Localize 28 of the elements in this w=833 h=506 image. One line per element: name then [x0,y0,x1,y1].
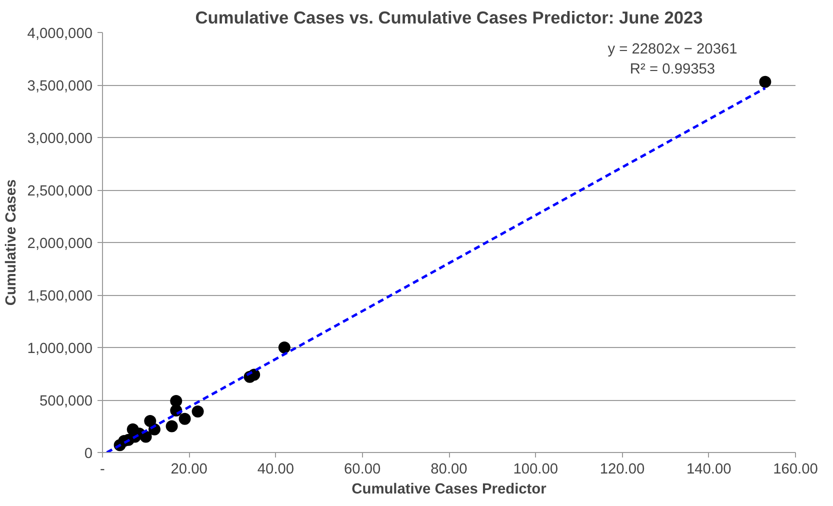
y-tick-label: 1,000,000 [27,341,92,357]
x-tick-label: 80.00 [430,462,468,478]
y-tick-label: 500,000 [40,394,93,410]
x-axis-title: Cumulative Cases Predictor [352,482,547,498]
x-tick-label: 40.00 [257,462,294,478]
annotation: R² = 0.99353 [630,62,716,78]
y-tick-label: 4,000,000 [27,26,92,42]
point [759,76,772,88]
annotation: y = 22802x − 20361 [608,42,738,58]
y-tick-label: 3,000,000 [27,131,92,147]
x-tick-label: 100.00 [513,462,558,478]
point [166,420,178,432]
y-tick-label: 2,500,000 [27,184,92,200]
y-tick-label: 1,500,000 [27,288,92,304]
point [278,342,290,354]
point [178,412,191,425]
x-tick-label: 160.00 [773,462,818,478]
y-tick-label: 3,500,000 [27,78,92,94]
chart-title: Cumulative Cases vs. Cumulative Cases Predictor: June 2023 [195,8,704,28]
y-axis-title: Cumulative Cases [3,179,20,306]
x-tick-label: 120.00 [600,462,645,478]
x-tick-label: 60.00 [344,462,381,478]
x-tick-label: 140.00 [686,462,732,478]
y-tick-label: 2,000,000 [27,236,92,252]
point [192,406,204,418]
x-tick-label: - [100,462,106,478]
x-tick-label: 20.00 [170,462,208,478]
y-tick-label: 0 [84,446,93,462]
